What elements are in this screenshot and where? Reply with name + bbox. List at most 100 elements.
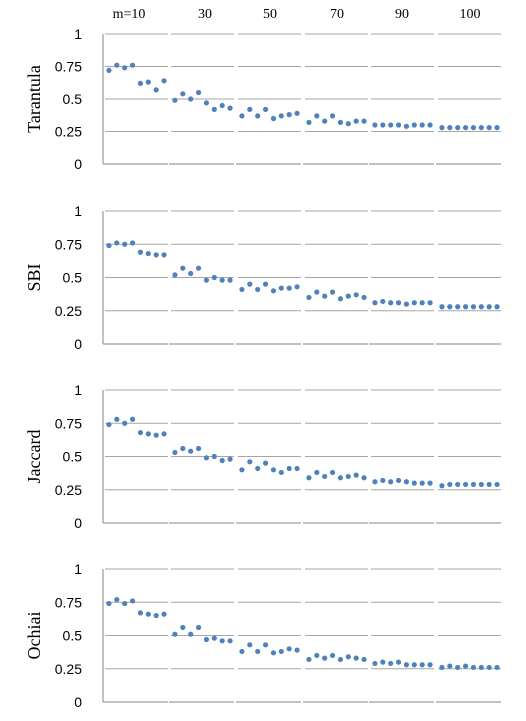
data-point [372,122,378,128]
data-point [395,300,402,306]
data-point [494,125,500,131]
data-point [455,304,461,310]
data-point [137,429,144,436]
data-point [478,664,484,671]
data-point [278,285,284,291]
data-point [306,119,312,125]
data-point [114,596,120,603]
data-point [486,304,492,310]
data-point [337,475,344,481]
data-point [345,654,351,660]
data-point [195,624,202,631]
data-point [427,662,433,668]
data-point [337,656,344,663]
data-point [380,659,386,665]
y-tick-label: 0.25 [55,661,82,677]
data-point [462,481,469,488]
data-point [122,65,128,71]
data-point [278,113,284,119]
data-point [388,479,394,485]
data-point [380,477,386,484]
y-tick-label: 0 [74,336,82,352]
data-point [478,125,484,131]
data-point [395,659,402,665]
data-point [447,125,453,131]
data-point [153,612,159,619]
data-point [145,79,151,85]
data-point [247,459,253,465]
data-point [114,62,120,68]
data-point [322,118,328,124]
data-point [314,652,320,659]
data-point [255,113,261,119]
data-point [227,277,233,283]
data-point [153,252,159,258]
data-point [337,119,344,125]
data-point [195,445,202,452]
data-point [403,662,410,668]
data-point [114,416,120,422]
data-point [380,122,386,128]
y-tick-label: 0.75 [55,236,82,252]
column-header: m=10 [113,7,146,22]
y-tick-label: 0 [74,515,82,531]
data-point [114,240,120,246]
data-point [239,286,245,293]
data-point [227,456,233,462]
data-point [361,294,367,301]
data-point [239,113,245,119]
data-point [314,113,320,119]
data-point [172,631,178,637]
data-point [372,300,378,306]
data-point [353,472,359,478]
data-point [419,122,425,128]
data-point [411,662,417,668]
y-tick-label: 0.25 [55,124,82,140]
column-header: 100 [460,7,481,22]
data-point [395,477,402,484]
data-point [286,646,292,652]
data-point [286,465,292,472]
row-label: Jaccard [24,430,44,484]
data-point [180,265,186,271]
data-point [470,125,477,131]
data-point [270,115,277,122]
data-point [227,105,233,111]
data-point [322,655,328,661]
y-tick-label: 0.25 [55,303,82,319]
column-header: 70 [330,7,344,22]
data-point [270,288,277,294]
y-tick-label: 0.75 [55,594,82,610]
data-point [203,277,210,283]
data-point [294,465,300,472]
data-point [419,480,425,486]
data-point [278,648,284,655]
data-point [219,277,225,283]
data-point [247,642,253,648]
data-point [129,62,136,68]
data-point [255,286,261,293]
data-point [137,80,144,86]
data-point [239,648,245,655]
data-point [372,660,378,667]
data-point [447,304,453,310]
y-tick-label: 1 [74,561,82,577]
data-point [161,431,167,437]
data-point [411,300,417,306]
data-point [403,479,410,485]
data-point [106,600,112,607]
row-label: Ochiai [24,612,44,660]
y-tick-label: 0.75 [55,415,82,431]
data-point [329,289,336,295]
data-point [203,455,210,461]
data-point [447,481,453,488]
y-tick-label: 0.25 [55,482,82,498]
data-point [486,664,492,671]
data-point [145,431,151,437]
data-point [322,473,328,480]
data-point [329,113,336,119]
data-point [314,289,320,295]
data-point [439,304,445,310]
data-point [172,272,178,278]
data-point [345,293,351,299]
